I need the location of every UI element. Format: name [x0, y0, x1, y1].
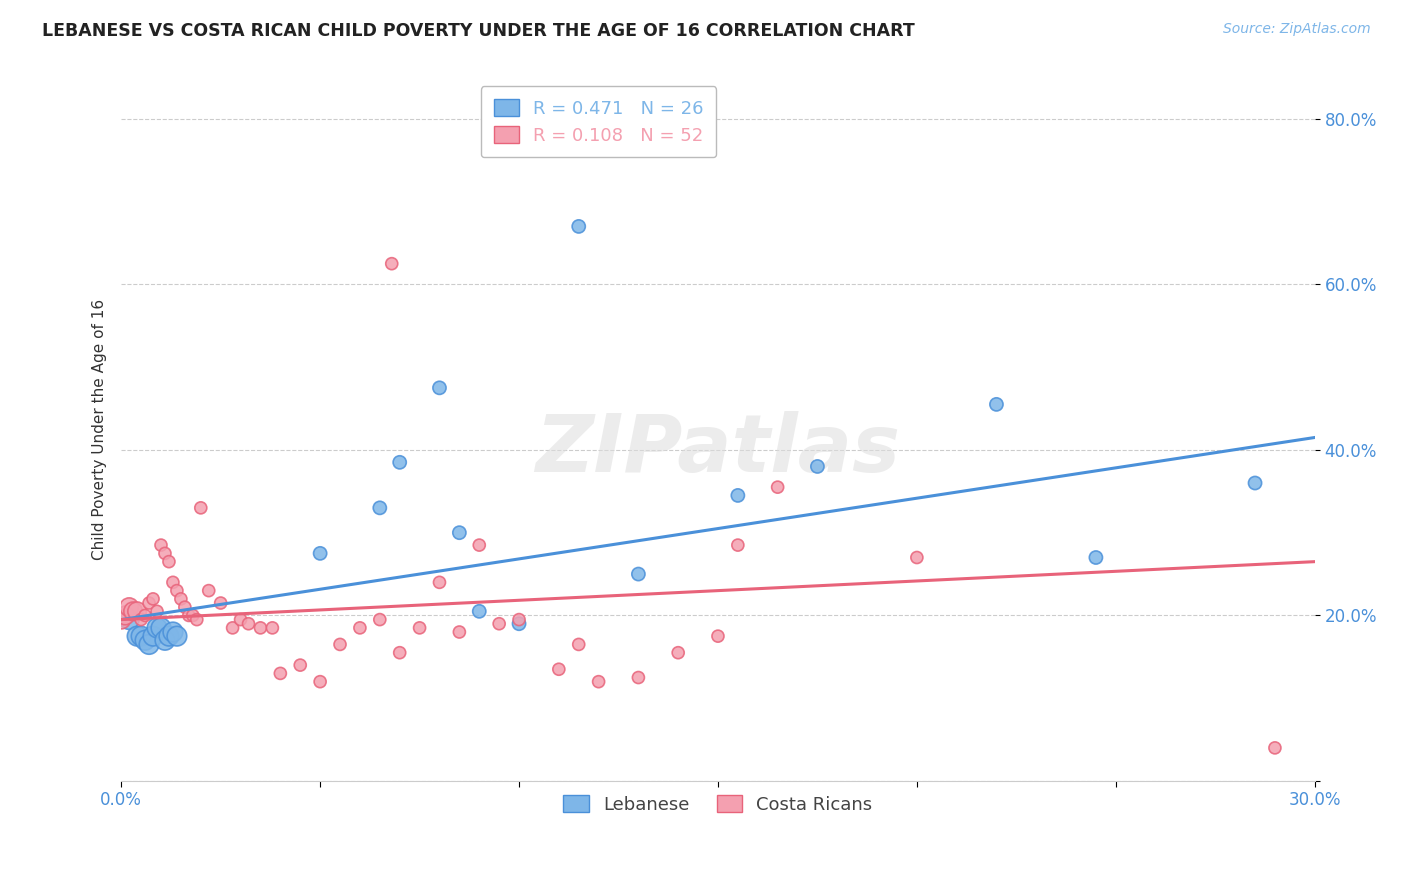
Point: [142, 629, 165, 643]
Point: [707, 629, 730, 643]
Point: [449, 625, 471, 640]
Point: [727, 538, 749, 552]
Point: [127, 604, 149, 618]
Point: [468, 538, 491, 552]
Point: [146, 604, 169, 618]
Point: [666, 646, 689, 660]
Point: [262, 621, 284, 635]
Point: [309, 674, 332, 689]
Point: [727, 488, 749, 502]
Point: [269, 666, 291, 681]
Point: [129, 613, 152, 627]
Point: [429, 575, 451, 590]
Point: [547, 662, 569, 676]
Point: [134, 608, 156, 623]
Point: [157, 629, 180, 643]
Point: [329, 637, 352, 651]
Point: [568, 219, 591, 234]
Point: [138, 596, 160, 610]
Point: [146, 621, 169, 635]
Point: [349, 621, 371, 635]
Text: LEBANESE VS COSTA RICAN CHILD POVERTY UNDER THE AGE OF 16 CORRELATION CHART: LEBANESE VS COSTA RICAN CHILD POVERTY UN…: [42, 22, 915, 40]
Point: [368, 613, 391, 627]
Text: Source: ZipAtlas.com: Source: ZipAtlas.com: [1223, 22, 1371, 37]
Point: [368, 500, 391, 515]
Point: [986, 397, 1008, 411]
Point: [134, 633, 156, 648]
Point: [388, 646, 411, 660]
Point: [190, 500, 212, 515]
Point: [381, 257, 404, 271]
Point: [153, 546, 176, 560]
Point: [177, 608, 200, 623]
Point: [138, 637, 160, 651]
Point: [118, 613, 141, 627]
Point: [588, 674, 610, 689]
Point: [153, 633, 176, 648]
Point: [186, 613, 208, 627]
Point: [162, 625, 184, 640]
Text: ZIPatlas: ZIPatlas: [536, 411, 900, 490]
Point: [150, 621, 173, 635]
Point: [488, 616, 510, 631]
Point: [627, 567, 650, 582]
Point: [627, 671, 650, 685]
Point: [129, 629, 152, 643]
Point: [508, 616, 530, 631]
Point: [114, 608, 136, 623]
Point: [766, 480, 789, 494]
Point: [142, 591, 165, 606]
Point: [209, 596, 232, 610]
Point: [181, 608, 204, 623]
Point: [170, 591, 193, 606]
Point: [221, 621, 243, 635]
Point: [408, 621, 430, 635]
Point: [1084, 550, 1107, 565]
Point: [806, 459, 828, 474]
Point: [1244, 476, 1267, 491]
Point: [157, 555, 180, 569]
Point: [229, 613, 252, 627]
Point: [468, 604, 491, 618]
Y-axis label: Child Poverty Under the Age of 16: Child Poverty Under the Age of 16: [93, 299, 107, 560]
Point: [568, 637, 591, 651]
Point: [166, 629, 188, 643]
Point: [449, 525, 471, 540]
Point: [238, 616, 260, 631]
Point: [508, 613, 530, 627]
Point: [309, 546, 332, 560]
Point: [905, 550, 928, 565]
Point: [249, 621, 271, 635]
Point: [162, 575, 184, 590]
Point: [197, 583, 219, 598]
Point: [290, 658, 312, 673]
Point: [122, 604, 145, 618]
Legend: Lebanese, Costa Ricans: Lebanese, Costa Ricans: [553, 784, 883, 825]
Point: [150, 538, 173, 552]
Point: [127, 629, 149, 643]
Point: [429, 381, 451, 395]
Point: [1264, 740, 1286, 755]
Point: [388, 455, 411, 469]
Point: [118, 600, 141, 615]
Point: [110, 613, 132, 627]
Point: [173, 600, 195, 615]
Point: [166, 583, 188, 598]
